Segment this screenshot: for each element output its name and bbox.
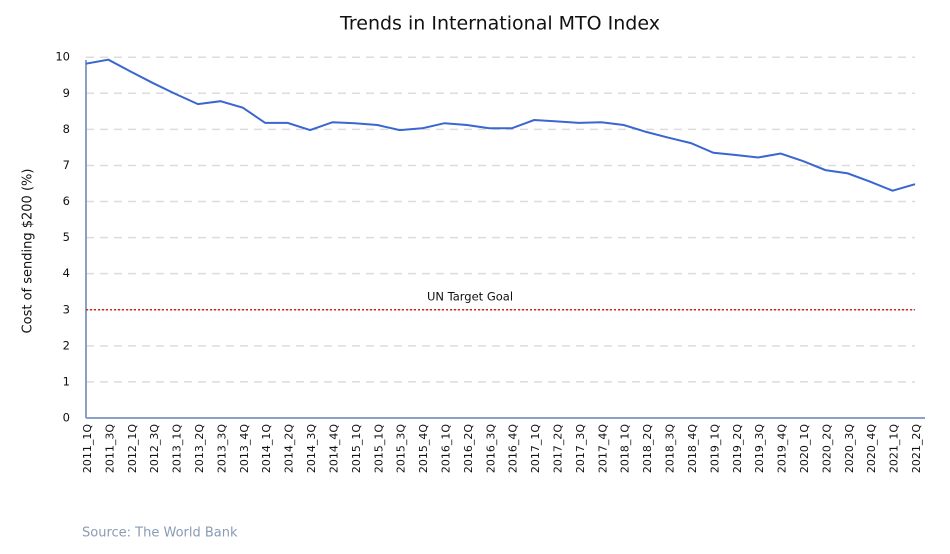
x-tick-label: 2012_1Q xyxy=(126,424,139,473)
x-tick-label: 2018_3Q xyxy=(664,424,677,473)
y-tick-label: 7 xyxy=(63,158,70,172)
x-tick-label: 2018_4Q xyxy=(686,424,699,473)
x-tick-label: 2015_4Q xyxy=(417,424,430,473)
y-tick-label: 8 xyxy=(63,122,70,136)
y-tick-label: 10 xyxy=(55,50,70,64)
x-tick-label: 2018_2Q xyxy=(641,424,654,473)
y-tick-label: 3 xyxy=(63,302,70,316)
x-tick-label: 2013_2Q xyxy=(193,424,206,473)
x-tick-label: 2019_4Q xyxy=(776,424,789,473)
x-tick-label: 2013_4Q xyxy=(238,424,251,473)
x-tick-label: 2011_1Q xyxy=(81,424,94,473)
chart-title: Trends in International MTO Index xyxy=(339,13,660,35)
x-tick-label: 2017_1Q xyxy=(529,424,542,473)
x-tick-label: 2017_3Q xyxy=(574,424,587,473)
x-tick-label: 2011_3Q xyxy=(103,424,116,473)
x-tick-label: 2016_4Q xyxy=(507,424,520,473)
x-tick-label: 2017_2Q xyxy=(552,424,565,473)
y-axis-label: Cost of sending $200 (%) xyxy=(21,169,36,334)
y-tick-label: 6 xyxy=(63,194,70,208)
x-tick-label: 2020_1Q xyxy=(798,424,811,473)
x-tick-label: 2019_2Q xyxy=(731,424,744,473)
x-tick-label: 2020_3Q xyxy=(843,424,856,473)
y-tick-label: 0 xyxy=(63,411,70,425)
x-tick-label: 2016_1Q xyxy=(439,424,452,473)
x-tick-label: 2019_3Q xyxy=(753,424,766,473)
y-tick-label: 5 xyxy=(63,230,70,244)
x-tick-label: 2012_3Q xyxy=(148,424,161,473)
x-tick-label: 2015_1Q xyxy=(372,424,385,473)
x-tick-label: 2021_1Q xyxy=(888,424,901,473)
x-tick-label: 2021_2Q xyxy=(910,424,923,473)
x-tick-label: 2014_4Q xyxy=(327,424,340,473)
x-tick-label: 2013_1Q xyxy=(171,424,184,473)
target-label: UN Target Goal xyxy=(427,289,513,303)
x-tick-label: 2018_1Q xyxy=(619,424,632,473)
x-tick-label: 2014_2Q xyxy=(283,424,296,473)
data-line xyxy=(85,58,916,192)
y-tick-label: 4 xyxy=(63,266,70,280)
x-tick-label: 2013_3Q xyxy=(215,424,228,473)
y-tick-label: 2 xyxy=(63,338,70,352)
x-tick-label: 2016_3Q xyxy=(484,424,497,473)
x-tick-label: 2020_2Q xyxy=(820,424,833,473)
x-tick-label: 2017_4Q xyxy=(596,424,609,473)
y-tick-label: 9 xyxy=(63,86,70,100)
x-tick-label: 2014_3Q xyxy=(305,424,318,473)
x-tick-label: 2020_4Q xyxy=(865,424,878,473)
x-tick-label: 2014_1Q xyxy=(260,424,273,473)
x-tick-label: 2015_3Q xyxy=(395,424,408,473)
source: Source: The World Bank xyxy=(82,526,238,541)
x-tick-label: 2015_1Q xyxy=(350,424,363,473)
y-tick-label: 1 xyxy=(63,374,70,388)
x-tick-label: 2016_2Q xyxy=(462,424,475,473)
x-tick-label: 2019_1Q xyxy=(708,424,721,473)
